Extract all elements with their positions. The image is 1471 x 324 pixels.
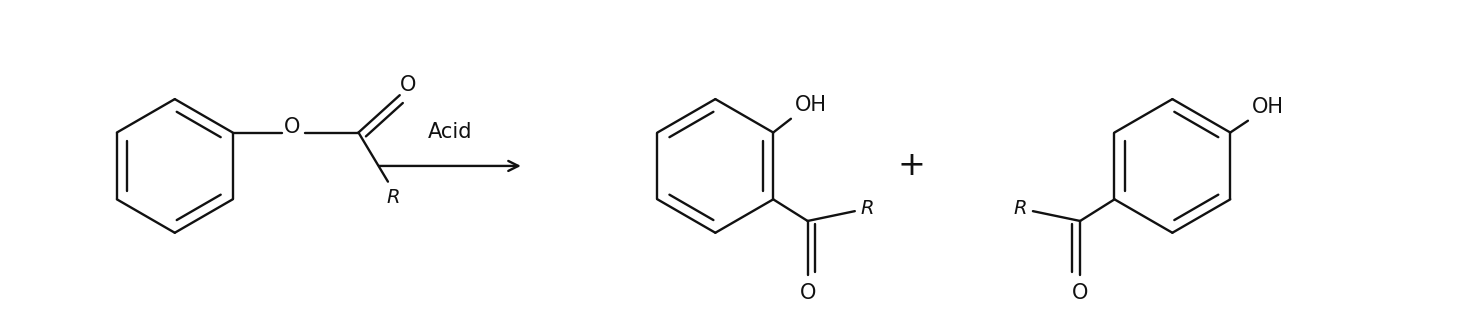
Text: R: R bbox=[1014, 199, 1027, 218]
Text: O: O bbox=[284, 117, 300, 137]
Text: O: O bbox=[1072, 283, 1089, 303]
Text: R: R bbox=[861, 199, 874, 218]
Text: O: O bbox=[799, 283, 816, 303]
Text: +: + bbox=[897, 149, 925, 182]
Text: OH: OH bbox=[794, 95, 827, 115]
Text: O: O bbox=[400, 75, 416, 95]
Text: Acid: Acid bbox=[428, 122, 472, 142]
Text: R: R bbox=[385, 188, 400, 207]
Text: OH: OH bbox=[1252, 97, 1284, 117]
